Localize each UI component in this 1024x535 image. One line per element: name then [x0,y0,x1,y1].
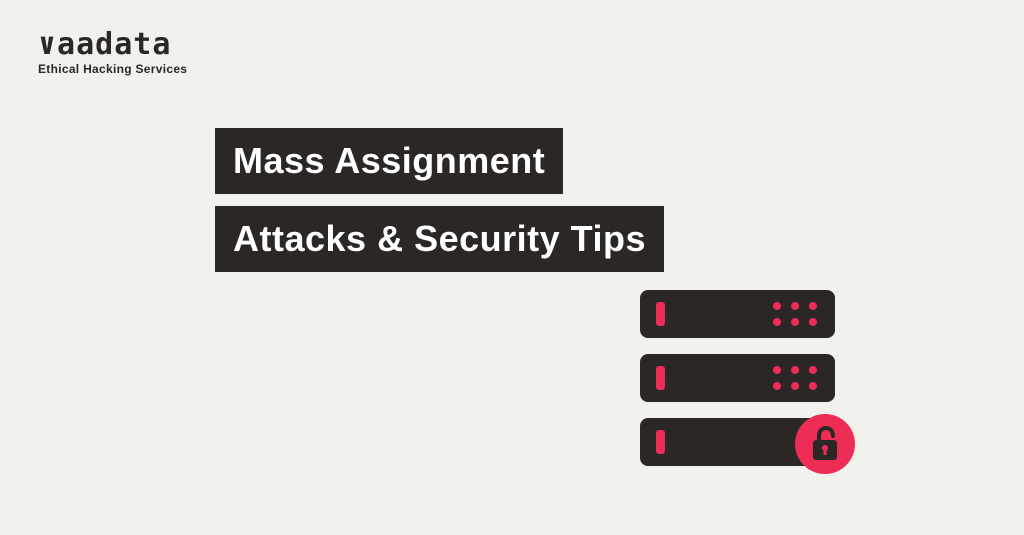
svg-text:∨aadata: ∨aadata [38,28,171,60]
server-dots-icon [773,302,817,326]
brand-logo: ∨aadata [38,28,188,60]
unlock-icon [809,426,841,462]
title-line-1: Mass Assignment [215,128,563,194]
server-rack-2 [640,354,835,402]
title-line-2: Attacks & Security Tips [215,206,664,272]
server-rack-1 [640,290,835,338]
server-led-icon [656,366,665,390]
server-led-icon [656,430,665,454]
server-dots-icon [773,366,817,390]
servers-illustration [640,290,835,482]
server-led-icon [656,302,665,326]
brand-tagline: Ethical Hacking Services [38,62,188,76]
title-block: Mass Assignment Attacks & Security Tips [215,128,664,284]
lock-badge [795,414,855,474]
logo-block: ∨aadata Ethical Hacking Services [38,28,188,76]
server-rack-3 [640,418,835,466]
